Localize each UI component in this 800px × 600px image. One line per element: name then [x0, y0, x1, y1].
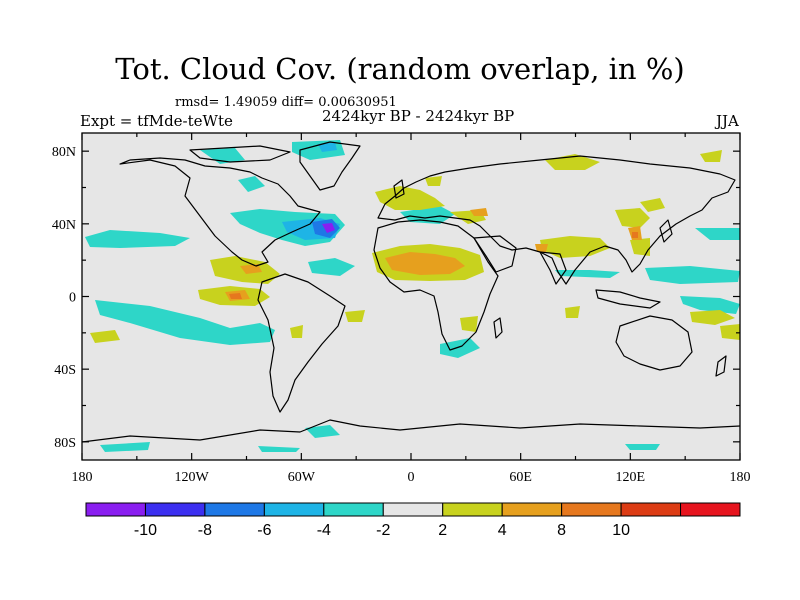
anomaly-patch	[85, 230, 190, 248]
y-tick-label: 80S	[54, 436, 76, 451]
colorbar-label: -2	[376, 522, 390, 539]
anomaly-patch	[258, 446, 300, 452]
y-tick-label: 40S	[54, 363, 76, 378]
anomaly-patch	[640, 198, 665, 212]
anomaly-patch	[385, 252, 465, 275]
y-tick-label: 80N	[52, 145, 76, 160]
anomaly-patch	[630, 238, 650, 256]
colorbar-label: -10	[134, 522, 157, 539]
x-tick-label: 0	[408, 470, 415, 485]
anomaly-patch	[100, 442, 150, 452]
colorbar-label: -4	[317, 522, 331, 539]
coastline	[493, 317, 503, 339]
colorbar-segment	[382, 502, 444, 517]
colorbar-segment	[442, 502, 503, 517]
y-tick-label: 0	[69, 291, 76, 306]
y-tick-label: 40N	[52, 218, 76, 233]
anomaly-patch	[565, 306, 580, 318]
anomaly-patch	[200, 148, 245, 164]
anomaly-patch	[720, 324, 740, 340]
coastline	[595, 289, 661, 309]
x-tick-label: 180	[72, 470, 93, 485]
anomaly-patch	[238, 176, 265, 192]
tick-marks	[81, 133, 741, 460]
colorbar-label: 8	[557, 522, 566, 539]
x-tick-label: 120E	[616, 470, 646, 485]
anomaly-patch	[535, 244, 548, 252]
anomaly-patch	[625, 444, 660, 450]
x-tick-label: 180	[730, 470, 751, 485]
colorbar-label: 4	[498, 522, 507, 539]
experiment-label: Expt = tfMde-teWte	[80, 112, 233, 130]
coastline	[393, 179, 405, 199]
colorbar-segment	[501, 502, 563, 517]
colorbar-label: 10	[612, 522, 630, 539]
coastline	[473, 235, 517, 273]
anomaly-patch	[425, 176, 442, 186]
anomaly-patch	[540, 236, 610, 258]
anomaly-patch	[308, 258, 355, 276]
colorbar-label: 2	[438, 522, 447, 539]
anomaly-patch	[95, 300, 275, 345]
x-tick-labels: 180 120W 60W 0 60E 120E 180	[72, 470, 751, 485]
period-label: 2424kyr BP - 2424kyr BP	[322, 107, 515, 125]
anomaly-patch	[240, 264, 262, 274]
colorbar-label: -6	[257, 522, 271, 539]
anomaly-patch	[700, 150, 722, 162]
anomaly-patch	[690, 310, 735, 325]
x-tick-label: 60E	[509, 470, 532, 485]
colorbar-segment	[263, 502, 325, 517]
anomaly-patch	[470, 208, 488, 216]
coastline	[715, 355, 727, 377]
colorbar-labels: -10 -8 -6 -4 -2 2 4 8 10	[134, 522, 630, 539]
colorbar-segment	[204, 502, 265, 517]
coastline	[119, 157, 321, 267]
colorbar-segment	[323, 502, 384, 517]
colorbar-segment	[85, 502, 146, 517]
x-tick-label: 120W	[175, 470, 210, 485]
anomaly-patch	[615, 208, 650, 228]
coastline	[189, 145, 291, 163]
anomaly-patch	[375, 186, 445, 210]
anomaly-patch	[90, 330, 120, 343]
coastline	[659, 219, 673, 243]
anomaly-patch	[345, 310, 365, 322]
anomaly-patch	[632, 232, 638, 238]
coastline	[539, 251, 567, 285]
coastline	[615, 315, 693, 371]
colorbar-segment	[144, 502, 206, 517]
anomaly-patch	[229, 293, 242, 299]
plot-title: Tot. Cloud Cov. (random overlap, in %)	[115, 52, 685, 86]
coastline	[377, 155, 736, 285]
coastline	[373, 219, 499, 351]
colorbar-segment	[561, 502, 622, 517]
colorbar	[85, 502, 741, 517]
colorbar-label: -8	[198, 522, 212, 539]
map-background	[82, 133, 740, 460]
stats-line: rmsd= 1.49059 diff= 0.00630951	[175, 95, 397, 110]
anomaly-patch	[322, 223, 335, 233]
anomaly-patch	[290, 325, 303, 338]
season-label: JJA	[716, 112, 739, 130]
coastline	[299, 141, 361, 191]
y-tick-labels: 80N 40N 0 40S 80S	[52, 145, 76, 451]
colorbar-segment	[620, 502, 682, 517]
anomaly-patch	[440, 338, 480, 358]
anomaly-patch	[680, 296, 740, 314]
anomaly-patch	[645, 266, 740, 284]
anomaly-patch	[460, 316, 478, 332]
anomaly-patch	[305, 425, 340, 438]
coastline	[257, 273, 346, 413]
coastlines	[81, 141, 741, 443]
colorbar-segment	[680, 502, 741, 517]
anomaly-patches	[85, 140, 740, 452]
coastline	[81, 419, 741, 443]
anomaly-patch	[400, 206, 455, 224]
anomaly-patch	[695, 228, 740, 240]
x-tick-label: 60W	[288, 470, 316, 485]
